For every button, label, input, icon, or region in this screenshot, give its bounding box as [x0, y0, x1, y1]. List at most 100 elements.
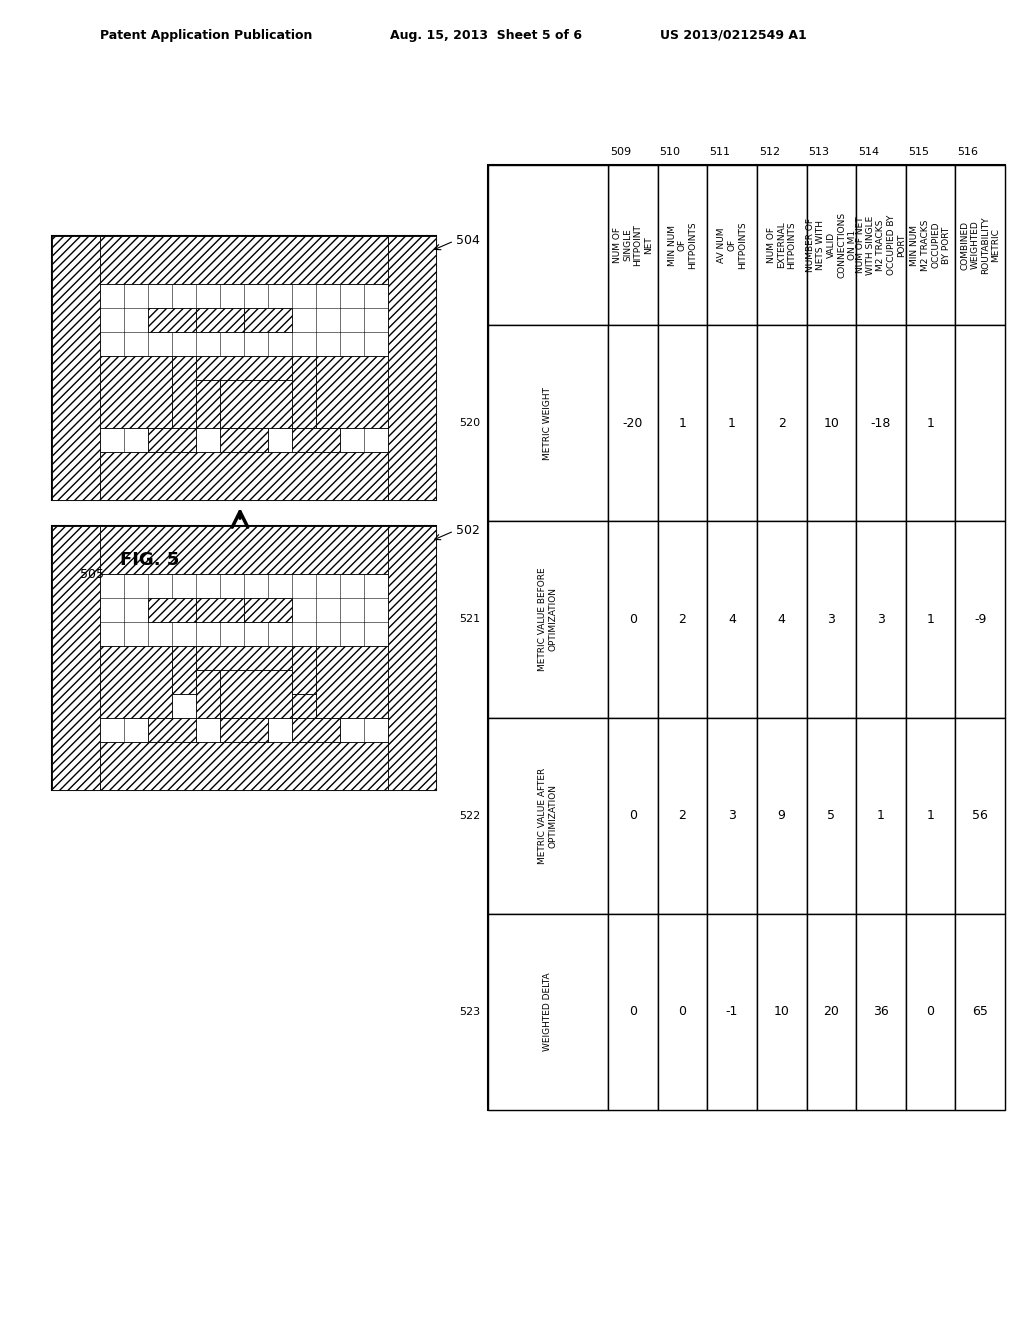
Bar: [196, 645, 292, 671]
Bar: [220, 428, 268, 451]
Bar: [172, 645, 196, 694]
Bar: [292, 718, 340, 742]
Text: Patent Application Publication: Patent Application Publication: [100, 29, 312, 41]
Bar: [148, 598, 196, 622]
Text: MIN NUM
OF
HITPOINTS: MIN NUM OF HITPOINTS: [668, 222, 697, 269]
Text: WEIGHTED DELTA: WEIGHTED DELTA: [544, 973, 553, 1051]
Text: 516: 516: [957, 147, 978, 157]
Bar: [148, 428, 196, 451]
Text: NUM OF
EXTERNAL
HITPOINTS: NUM OF EXTERNAL HITPOINTS: [767, 222, 797, 269]
Bar: [856, 325, 906, 521]
Text: 513: 513: [809, 147, 829, 157]
Text: 523: 523: [459, 1007, 480, 1016]
Bar: [196, 380, 220, 428]
Bar: [955, 521, 1005, 718]
Text: 3: 3: [728, 809, 736, 822]
Text: 2: 2: [778, 417, 785, 429]
Bar: [708, 913, 757, 1110]
Text: 1: 1: [927, 417, 935, 429]
Text: -18: -18: [870, 417, 891, 429]
Bar: [52, 525, 436, 789]
Text: AV NUM
OF
HITPOINTS: AV NUM OF HITPOINTS: [717, 222, 746, 269]
Text: 514: 514: [858, 147, 880, 157]
Bar: [955, 718, 1005, 913]
Text: 4: 4: [728, 612, 736, 626]
Text: -1: -1: [726, 1006, 738, 1018]
Bar: [856, 521, 906, 718]
Text: 520: 520: [459, 418, 480, 428]
Bar: [708, 325, 757, 521]
Bar: [608, 325, 657, 521]
Text: NUMBER OF
NETS WITH
VALID
CONNECTIONS
ON M1: NUMBER OF NETS WITH VALID CONNECTIONS ON…: [806, 213, 857, 279]
Bar: [388, 236, 436, 500]
Text: 5: 5: [827, 809, 836, 822]
Bar: [220, 380, 292, 428]
Bar: [657, 913, 708, 1110]
Text: -20: -20: [623, 417, 643, 429]
Bar: [100, 645, 172, 718]
Bar: [708, 165, 757, 325]
Text: 512: 512: [759, 147, 780, 157]
Bar: [906, 913, 955, 1110]
Bar: [608, 718, 657, 913]
Bar: [608, 165, 657, 325]
Bar: [807, 165, 856, 325]
Text: 56: 56: [972, 809, 988, 822]
Bar: [52, 525, 100, 789]
Text: 521: 521: [459, 614, 480, 624]
Bar: [196, 356, 292, 380]
Bar: [856, 718, 906, 913]
Bar: [657, 165, 708, 325]
Bar: [220, 718, 268, 742]
Bar: [488, 165, 1005, 1110]
Bar: [708, 521, 757, 718]
Bar: [100, 742, 388, 789]
Bar: [292, 356, 316, 428]
Bar: [906, 521, 955, 718]
Text: 510: 510: [659, 147, 681, 157]
Bar: [196, 308, 244, 333]
Text: 505: 505: [80, 569, 104, 582]
Text: 65: 65: [972, 1006, 988, 1018]
Bar: [196, 598, 244, 622]
Bar: [807, 325, 856, 521]
Bar: [100, 236, 388, 284]
Text: 1: 1: [927, 612, 935, 626]
Bar: [807, 913, 856, 1110]
Bar: [757, 521, 807, 718]
Bar: [172, 356, 196, 428]
Bar: [757, 718, 807, 913]
Text: 20: 20: [823, 1006, 840, 1018]
Text: COMBINED
WEIGHTED
ROUTABILITY
METRIC: COMBINED WEIGHTED ROUTABILITY METRIC: [961, 216, 1000, 273]
Bar: [292, 694, 316, 718]
Text: 3: 3: [877, 612, 885, 626]
Text: 0: 0: [927, 1006, 935, 1018]
Bar: [955, 913, 1005, 1110]
Bar: [244, 598, 292, 622]
Bar: [148, 308, 196, 333]
Bar: [100, 525, 388, 574]
Bar: [148, 718, 196, 742]
Text: MIN NUM
M2 TRACKS
OCCUPIED
BY PORT: MIN NUM M2 TRACKS OCCUPIED BY PORT: [910, 219, 950, 271]
Text: 509: 509: [610, 147, 631, 157]
Text: 36: 36: [873, 1006, 889, 1018]
Bar: [488, 913, 608, 1110]
Text: 3: 3: [827, 612, 836, 626]
Bar: [488, 521, 608, 718]
Bar: [906, 325, 955, 521]
Bar: [388, 525, 436, 789]
Bar: [100, 451, 388, 500]
Bar: [608, 521, 657, 718]
Bar: [955, 165, 1005, 325]
Bar: [488, 325, 608, 521]
Bar: [292, 645, 316, 694]
Text: 2: 2: [679, 612, 686, 626]
Text: 0: 0: [629, 1006, 637, 1018]
Bar: [807, 521, 856, 718]
Bar: [657, 325, 708, 521]
Text: 2: 2: [679, 809, 686, 822]
Text: 0: 0: [679, 1006, 686, 1018]
Bar: [856, 165, 906, 325]
Text: 10: 10: [823, 417, 840, 429]
Text: 1: 1: [679, 417, 686, 429]
